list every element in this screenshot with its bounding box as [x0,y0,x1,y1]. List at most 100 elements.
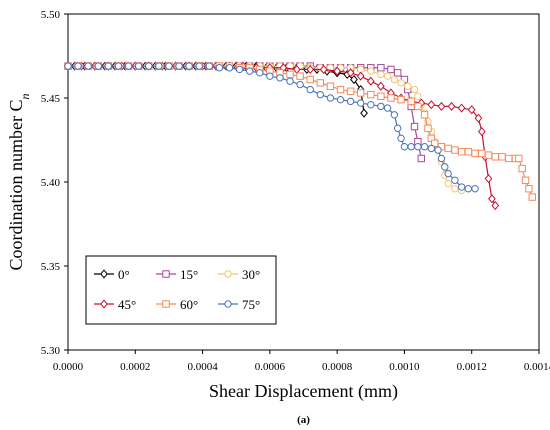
data-point [286,77,294,85]
legend-item: 45° [94,297,136,312]
data-point [175,62,183,70]
data-point [185,62,193,70]
data-point [414,143,422,151]
data-point [195,62,203,70]
legend-swatch-marker [162,300,170,308]
data-point [333,66,341,76]
data-point [417,154,425,163]
data-point [407,97,415,106]
data-point [306,85,314,94]
data-point [404,82,412,90]
data-point [477,127,486,137]
data-point [525,185,533,193]
x-tick-label: 0.0008 [322,361,353,373]
data-point [356,99,365,107]
data-point [286,62,294,70]
data-point [484,174,493,184]
data-point [491,153,499,161]
data-point [488,194,496,204]
data-point [316,90,325,99]
data-point [346,68,355,78]
data-point [427,100,436,110]
data-point [377,102,385,111]
data-point [394,69,402,77]
data-point [276,74,284,82]
data-point [457,183,466,191]
marks-layer [64,61,536,211]
legend-swatch-marker [224,270,232,278]
legend-swatch-marker [224,300,232,308]
data-point [484,151,493,159]
legend-label: 60° [180,297,198,312]
data-point [464,185,473,193]
data-point [145,62,153,70]
data-point [491,200,500,211]
data-point [326,82,335,90]
data-point [420,111,429,119]
legend-label: 75° [242,297,260,312]
data-point [296,72,304,80]
x-axis-title: Shear Displacement (mm) [209,381,398,402]
x-tick-label: 0.0006 [255,361,286,373]
data-point [444,179,452,188]
data-point [155,62,163,70]
legend-swatch-marker [162,270,170,278]
x-tick-label: 0.0000 [53,361,84,373]
data-point [387,94,395,102]
data-point [367,101,375,109]
data-point [397,79,405,87]
data-point [94,62,102,70]
data-point [235,65,244,74]
data-point [205,62,214,70]
data-point [400,143,409,151]
data-point [397,134,405,143]
legend-label: 0° [118,267,130,282]
data-point [457,103,466,113]
data-point [390,75,399,84]
data-point [346,97,355,106]
data-point [377,81,385,91]
data-point [467,105,476,115]
data-point [124,62,133,70]
data-point [437,101,446,111]
y-tick-label: 5.40 [41,177,61,189]
data-point [437,154,446,163]
data-point [377,64,385,72]
y-axis-title: Coordination number Cn [6,94,32,271]
data-point [471,149,479,158]
data-point [407,143,415,151]
y-tick-label: 5.45 [41,93,61,105]
data-point [478,149,486,158]
legend-item: 0° [94,267,130,282]
legend-item: 75° [218,297,260,312]
data-point [316,79,325,87]
data-point [134,62,143,70]
axes: 0.0000 0.0002 0.0004 0.0006 0.0008 0.0010 0.00… [6,9,550,426]
legend-swatch-marker [100,299,108,309]
data-point [114,62,123,70]
legend-item: 30° [218,267,260,282]
data-point [434,146,442,154]
data-point [377,70,385,79]
data-point [521,176,530,185]
data-point [256,69,264,77]
data-point [336,95,345,104]
x-tick-label: 0.0010 [389,361,420,373]
x-tick-label: 0.0004 [187,361,218,373]
data-point [377,92,385,101]
data-point [414,92,422,101]
data-point [356,71,365,81]
x-tick-label: 0.0012 [457,361,487,373]
data-point [350,74,358,85]
data-point [464,148,473,156]
data-point [104,62,113,70]
data-point [457,148,466,156]
data-point [387,65,395,74]
data-point [326,64,335,72]
data-point [266,72,274,80]
data-point [447,101,456,111]
data-point [367,67,375,75]
data-point [319,64,328,75]
y-axis-title-subscript: n [18,94,32,100]
data-point [245,67,254,75]
